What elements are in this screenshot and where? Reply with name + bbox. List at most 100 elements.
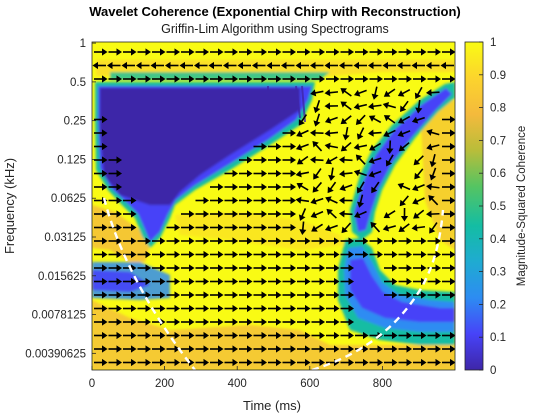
phase-arrow	[94, 345, 108, 353]
plot-frame	[91, 41, 456, 371]
phase-arrow	[413, 291, 427, 299]
phase-arrow	[326, 291, 340, 299]
phase-arrow	[310, 129, 324, 137]
phase-arrow	[339, 210, 353, 218]
phase-arrow	[398, 345, 412, 353]
phase-arrow	[253, 331, 267, 340]
phase-arrows	[92, 48, 455, 367]
phase-arrow	[281, 61, 295, 70]
cone-of-influence	[102, 197, 445, 370]
phase-arrow	[442, 115, 455, 124]
phase-arrow	[442, 183, 455, 191]
phase-arrow	[239, 304, 253, 313]
phase-arrow	[311, 223, 323, 232]
phase-arrow	[210, 183, 224, 191]
phase-arrow	[137, 291, 151, 299]
phase-arrow	[239, 169, 253, 178]
phase-arrow	[310, 89, 324, 97]
phase-arrow	[368, 102, 382, 110]
orange-region-right	[420, 100, 455, 250]
phase-arrow	[427, 331, 441, 340]
phase-arrow	[311, 358, 325, 367]
phase-arrow	[295, 196, 310, 204]
phase-arrow	[442, 129, 455, 137]
phase-arrow	[282, 250, 296, 259]
phase-arrow	[224, 331, 238, 340]
phase-arrow	[108, 345, 122, 353]
phase-arrow	[442, 156, 455, 164]
phase-arrow	[427, 75, 441, 83]
phase-arrow	[427, 277, 441, 286]
phase-arrow	[268, 223, 282, 232]
phase-arrow	[152, 75, 166, 83]
phase-arrow	[123, 318, 137, 326]
phase-arrow	[181, 75, 195, 83]
phase-arrow	[442, 75, 455, 83]
phase-arrow	[311, 331, 325, 340]
x-tick-label: 600	[300, 378, 319, 390]
phase-arrow	[210, 331, 224, 340]
phase-arrow	[152, 277, 166, 286]
phase-arrow	[339, 196, 353, 205]
phase-arrow	[442, 345, 455, 353]
phase-arrow	[297, 250, 311, 259]
phase-arrow	[166, 264, 180, 272]
phase-arrow	[340, 264, 354, 272]
phase-arrow	[123, 358, 137, 367]
phase-arrow	[108, 210, 122, 218]
phase-arrow	[310, 156, 324, 164]
phase-arrow	[426, 89, 440, 97]
phase-arrow	[340, 237, 354, 245]
phase-arrow	[123, 304, 137, 313]
phase-arrow	[382, 224, 396, 232]
phase-arrow	[239, 48, 253, 56]
phase-arrow	[195, 75, 209, 83]
phase-arrow	[427, 291, 441, 299]
phase-arrow	[239, 331, 253, 340]
phase-arrow	[398, 358, 412, 367]
phase-arrow	[442, 48, 455, 56]
phase-arrow	[282, 331, 296, 340]
phase-arrow	[268, 237, 282, 245]
phase-arrow	[166, 250, 180, 259]
phase-arrow	[94, 169, 108, 178]
phase-arrow	[239, 196, 253, 205]
phase-arrow	[427, 250, 441, 259]
phase-arrow	[311, 345, 325, 353]
phase-arrow	[137, 277, 151, 286]
phase-arrow	[166, 331, 180, 340]
phase-arrow	[282, 196, 296, 205]
phase-arrow	[383, 115, 396, 124]
phase-arrow	[224, 277, 238, 286]
phase-arrow	[311, 237, 325, 245]
phase-arrow	[268, 318, 282, 326]
phase-arrow	[327, 181, 337, 194]
phase-arrow	[282, 183, 296, 191]
phase-arrow	[369, 250, 383, 259]
phase-arrow	[253, 264, 267, 272]
phase-arrow	[195, 304, 209, 313]
phase-arrow	[253, 291, 267, 299]
phase-arrow	[108, 318, 122, 326]
phase-arrow	[326, 277, 340, 286]
phase-arrow	[108, 277, 122, 286]
phase-arrow	[297, 291, 311, 299]
coherence-bowl-lower-right-core	[350, 258, 455, 322]
phase-arrow	[123, 237, 137, 245]
phase-arrow	[253, 304, 267, 313]
phase-arrow	[224, 169, 238, 178]
phase-arrow	[413, 237, 427, 245]
phase-arrow	[268, 264, 282, 272]
phase-arrow	[384, 250, 398, 259]
phase-arrow	[108, 237, 122, 245]
phase-arrow	[342, 126, 350, 141]
phase-arrow	[340, 101, 352, 111]
phase-arrow	[400, 100, 409, 113]
x-axis-label: Time (ms)	[243, 398, 301, 413]
phase-arrow	[181, 210, 195, 218]
phase-arrow	[369, 142, 382, 151]
phase-arrow	[442, 223, 455, 232]
phase-arrow	[311, 264, 325, 272]
phase-arrow	[253, 196, 267, 205]
